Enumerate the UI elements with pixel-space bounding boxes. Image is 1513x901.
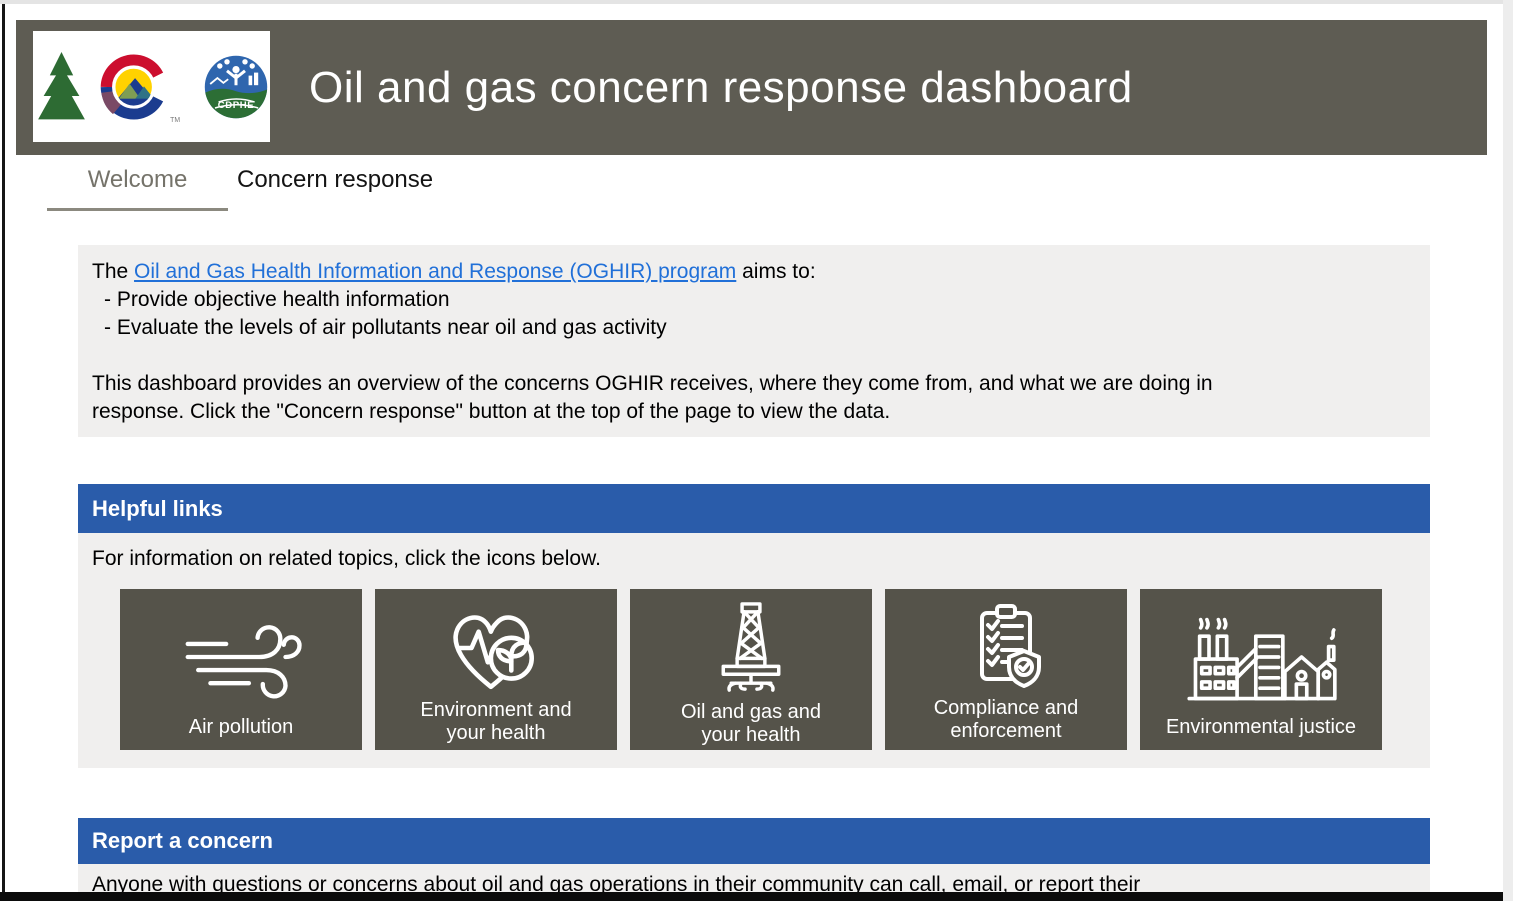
tile-oil-gas-health[interactable]: Oil and gas and your health xyxy=(630,589,872,750)
tile-label: Air pollution xyxy=(188,716,294,738)
window-border-bottom xyxy=(0,892,1503,901)
tile-label: Environment and your health xyxy=(420,699,572,744)
svg-text:TM: TM xyxy=(170,117,180,124)
oil-derrick-icon xyxy=(701,589,801,701)
report-concern-section: Report a concern Anyone with questions o… xyxy=(78,818,1430,901)
tile-compliance-enforcement[interactable]: Compliance and enforcement xyxy=(885,589,1127,750)
intro-paragraph-line: This dashboard provides an overview of t… xyxy=(92,372,1213,395)
svg-text:CDPHE: CDPHE xyxy=(218,100,255,111)
intro-paragraph-line: response. Click the "Concern response" b… xyxy=(92,400,891,423)
heart-health-icon xyxy=(438,589,554,699)
colorado-logo-icon: TM xyxy=(38,51,180,124)
intro-prefix: The xyxy=(92,260,135,283)
header-bar: TM CDPHE xyxy=(16,20,1487,155)
helpful-links-caption: For information on related topics, click… xyxy=(92,547,601,570)
page-title: Oil and gas concern response dashboard xyxy=(309,63,1133,112)
scrollbar-track xyxy=(1503,0,1513,901)
helpful-links-banner: Helpful links xyxy=(78,484,1430,533)
report-concern-banner: Report a concern xyxy=(78,818,1430,864)
blank-line xyxy=(92,342,1416,370)
window-border-left xyxy=(2,4,5,892)
tile-label: Environmental justice xyxy=(1165,716,1357,738)
factory-city-icon xyxy=(1163,589,1359,716)
intro-bullet: - Provide objective health information xyxy=(104,288,450,311)
tile-air-pollution[interactable]: Air pollution xyxy=(120,589,362,750)
oghir-program-link[interactable]: Oil and Gas Health Information and Respo… xyxy=(134,260,737,283)
tab-concern-response[interactable]: Concern response xyxy=(237,166,434,193)
tab-bar: Welcome Concern response xyxy=(47,166,433,211)
link-tiles-row: Air pollution E xyxy=(78,589,1430,750)
tile-label: Oil and gas and your health xyxy=(680,701,822,746)
tile-environment-health[interactable]: Environment and your health xyxy=(375,589,617,750)
window-border-top xyxy=(0,0,1513,4)
intro-block: The Oil and Gas Health Information and R… xyxy=(78,245,1430,437)
cdphe-logo-icon: CDPHE xyxy=(204,55,268,118)
intro-suffix: aims to: xyxy=(736,260,816,283)
wind-icon xyxy=(175,589,307,716)
helpful-links-section: Helpful links For information on related… xyxy=(78,484,1430,768)
intro-bullet: - Evaluate the levels of air pollutants … xyxy=(104,316,667,339)
tile-environmental-justice[interactable]: Environmental justice xyxy=(1140,589,1382,750)
tab-welcome[interactable]: Welcome xyxy=(47,166,228,211)
compliance-checklist-icon xyxy=(956,589,1056,697)
tile-label: Compliance and enforcement xyxy=(933,697,1079,742)
logo-box: TM CDPHE xyxy=(33,31,270,142)
intro-line: The Oil and Gas Health Information and R… xyxy=(92,258,1416,286)
helpful-links-body: For information on related topics, click… xyxy=(78,533,1430,768)
